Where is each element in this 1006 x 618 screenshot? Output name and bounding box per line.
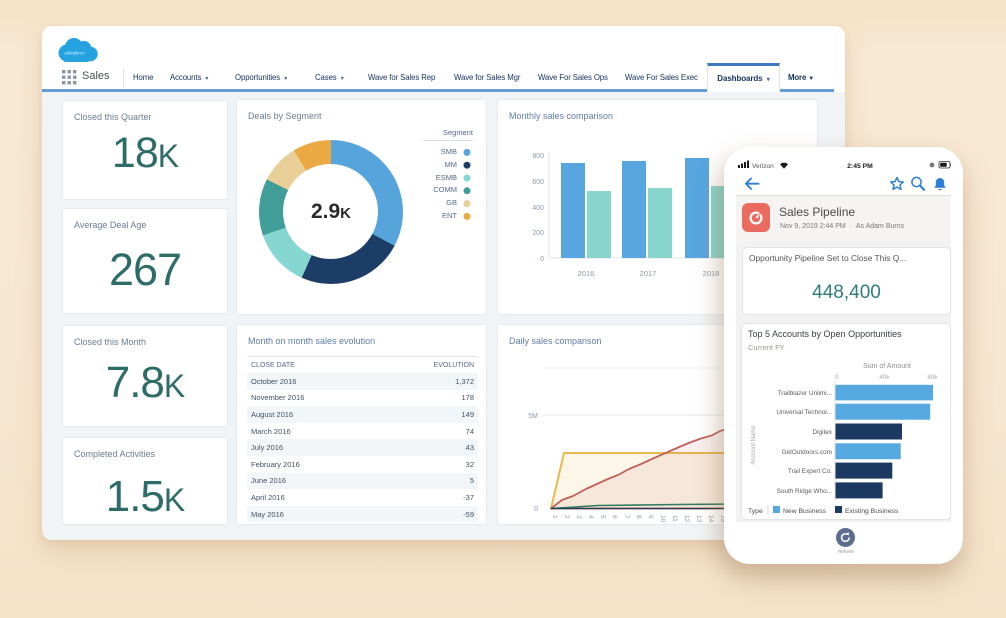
svg-text:2017: 2017	[640, 269, 657, 278]
svg-text:0: 0	[534, 506, 538, 513]
svg-text:Verizon: Verizon	[752, 163, 774, 170]
svg-text:4: 4	[587, 515, 594, 519]
svg-text:2018: 2018	[703, 269, 720, 278]
svg-text:600: 600	[532, 179, 544, 186]
svg-text:0: 0	[835, 374, 839, 381]
svg-text:Account Name: Account Name	[751, 425, 757, 465]
svg-text:Digitex: Digitex	[812, 429, 832, 436]
svg-text:15: 15	[719, 515, 726, 523]
svg-text:Sum of Amount: Sum of Amount	[863, 363, 911, 370]
svg-text:10: 10	[659, 515, 666, 523]
svg-text:3: 3	[575, 515, 582, 519]
svg-text:13: 13	[695, 515, 702, 523]
svg-text:2: 2	[563, 515, 570, 519]
svg-text:9: 9	[647, 515, 654, 519]
svg-text:salesforce: salesforce	[65, 52, 86, 57]
svg-text:12: 12	[683, 515, 690, 523]
svg-text:2:45 PM: 2:45 PM	[847, 163, 873, 170]
svg-text:80k: 80k	[927, 374, 938, 381]
svg-text:14: 14	[707, 515, 714, 523]
svg-text:Universal Technol...: Universal Technol...	[776, 409, 832, 416]
svg-text:2016: 2016	[578, 269, 595, 278]
svg-text:0: 0	[540, 256, 544, 263]
svg-text:Trailblazer Unlimi...: Trailblazer Unlimi...	[778, 390, 833, 397]
svg-text:South Ridge Who...: South Ridge Who...	[777, 488, 833, 495]
svg-text:New Business: New Business	[783, 508, 827, 515]
svg-text:40k: 40k	[879, 374, 890, 381]
svg-text:5M: 5M	[528, 413, 538, 420]
svg-text:Trail Expert Co.: Trail Expert Co.	[788, 468, 832, 475]
svg-text:GetOutdoors.com: GetOutdoors.com	[782, 449, 832, 456]
svg-text:8: 8	[635, 515, 642, 519]
svg-text:800: 800	[532, 153, 544, 160]
svg-text:7: 7	[623, 515, 630, 519]
svg-text:11: 11	[671, 515, 678, 522]
svg-text:6: 6	[611, 515, 618, 519]
svg-text:Existing Business: Existing Business	[845, 508, 899, 515]
svg-text:200: 200	[532, 230, 544, 237]
svg-text:Type: Type	[748, 508, 763, 515]
svg-text:5: 5	[599, 515, 606, 519]
svg-text:1: 1	[551, 515, 558, 519]
svg-text:400: 400	[532, 205, 544, 212]
